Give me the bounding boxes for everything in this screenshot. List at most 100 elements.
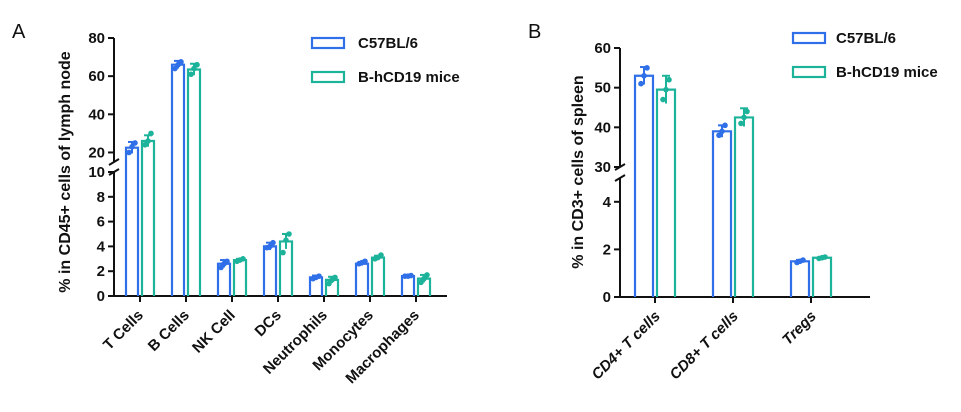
- data-point-b-hcd19-mice: [280, 249, 286, 256]
- legend-label-c57bl6: C57BL/6: [836, 30, 896, 47]
- legend-label-c57bl6: C57BL/6: [358, 35, 418, 52]
- data-point-b-hcd19-mice: [666, 76, 672, 83]
- data-point-c57bl-6: [722, 122, 728, 129]
- data-point-c57bl-6: [716, 132, 722, 139]
- bar-c57bl-6-t-cells: [124, 146, 140, 296]
- data-point-c57bl-6: [641, 72, 647, 79]
- bar-b-hcd19-mice-monocytes: [370, 256, 386, 296]
- data-point-b-hcd19-mice: [286, 231, 292, 237]
- data-point-b-hcd19-mice: [741, 114, 747, 121]
- data-point-c57bl-6: [800, 257, 806, 263]
- x-tick-label-cd4-t-cells: CD4+ T cells: [588, 308, 663, 383]
- data-point-b-hcd19-mice: [663, 86, 669, 93]
- panel-b-y-axis-label: % in CD3+ cells of spleen: [570, 75, 587, 268]
- data-point-b-hcd19-mice: [660, 96, 666, 103]
- data-point-c57bl-6: [178, 59, 184, 65]
- x-tick-label-tregs: Tregs: [779, 308, 820, 349]
- bar-b-hcd19-mice-tregs: [811, 256, 833, 297]
- bar-b-hcd19-mice-cd8-t-cells: [733, 116, 755, 297]
- data-point-b-hcd19-mice: [424, 272, 430, 278]
- panel-a-y-axis-label: % in CD45+ cells of lymph node: [57, 51, 74, 292]
- data-point-b-hcd19-mice: [738, 120, 744, 127]
- data-point-c57bl-6: [172, 65, 178, 72]
- bar-c57bl-6-monocytes: [354, 262, 370, 296]
- y-tick-label: 40: [594, 119, 611, 136]
- panel-b-label: B: [528, 21, 541, 43]
- data-point-b-hcd19-mice: [332, 274, 338, 281]
- bar-b-hcd19-mice-cd4-t-cells: [655, 88, 677, 297]
- y-tick-label: 2: [603, 241, 611, 258]
- data-point-c57bl-6: [719, 128, 725, 135]
- bar-c57bl-6-cd4-t-cells: [633, 74, 655, 297]
- y-tick-label: 50: [594, 80, 611, 97]
- y-tick-label: 40: [88, 106, 105, 123]
- data-point-c57bl-6: [408, 272, 414, 279]
- y-tick-label: 0: [97, 288, 105, 305]
- data-point-b-hcd19-mice: [744, 108, 750, 115]
- data-point-b-hcd19-mice: [378, 252, 384, 258]
- data-point-b-hcd19-mice: [148, 130, 154, 137]
- data-point-b-hcd19-mice: [191, 65, 197, 72]
- data-point-c57bl-6: [644, 65, 650, 71]
- data-point-b-hcd19-mice: [142, 142, 148, 148]
- data-point-b-hcd19-mice: [194, 61, 200, 68]
- data-point-c57bl-6: [224, 258, 230, 265]
- data-point-b-hcd19-mice: [240, 255, 246, 262]
- y-tick-label: 80: [88, 30, 105, 47]
- y-tick-label: 20: [88, 144, 105, 161]
- data-point-c57bl-6: [129, 143, 135, 150]
- y-tick-label: 10: [88, 164, 105, 181]
- legend-swatch-c57bl6: [791, 31, 827, 45]
- bar-c57bl-6-dcs: [262, 245, 278, 296]
- legend-swatch-bhcd19: [791, 65, 827, 79]
- bar-b-hcd19-mice-dcs: [278, 240, 294, 296]
- data-point-b-hcd19-mice: [822, 254, 828, 260]
- data-point-c57bl-6: [267, 243, 273, 250]
- data-point-c57bl-6: [638, 80, 644, 87]
- data-point-c57bl-6: [126, 149, 132, 156]
- axis-break-mark: [108, 158, 120, 166]
- legend-label-bhcd19: B-hCD19 mice: [836, 64, 938, 81]
- bar-b-hcd19-mice-b-cells: [186, 68, 202, 296]
- data-point-b-hcd19-mice: [326, 280, 332, 287]
- data-point-c57bl-6: [132, 140, 138, 146]
- x-tick-label-dcs: DCs: [252, 307, 285, 340]
- data-point-b-hcd19-mice: [188, 71, 194, 78]
- bar-c57bl-6-cd8-t-cells: [711, 130, 733, 297]
- x-tick-label-b-cells: B Cells: [145, 307, 193, 355]
- data-point-b-hcd19-mice: [283, 237, 289, 243]
- data-point-b-hcd19-mice: [418, 279, 424, 286]
- bar-c57bl-6-macrophages: [400, 275, 416, 296]
- x-tick-label-cd8-t-cells: CD8+ T cells: [666, 308, 741, 383]
- legend-swatch-c57bl6: [310, 36, 346, 50]
- panel-a-label: A: [12, 21, 26, 43]
- bar-c57bl-6-tregs: [789, 260, 811, 297]
- data-point-b-hcd19-mice: [145, 138, 151, 144]
- y-tick-label: 4: [603, 194, 612, 211]
- legend-swatch-bhcd19: [310, 70, 346, 84]
- data-point-c57bl-6: [218, 264, 224, 271]
- panel-b-chart: B % in CD3+ cells of spleen C57BL/6 B-hC…: [528, 21, 938, 383]
- panel-b-legend: C57BL/6 B-hCD19 mice: [791, 30, 938, 81]
- y-tick-label: 0: [603, 289, 611, 306]
- panel-a-legend: C57BL/6 B-hCD19 mice: [310, 35, 460, 86]
- y-tick-label: 60: [88, 68, 105, 85]
- bar-b-hcd19-mice-t-cells: [140, 139, 156, 296]
- x-tick-label-nk-cell: NK Cell: [189, 307, 239, 357]
- bar-b-hcd19-mice-nk-cell: [232, 258, 248, 296]
- data-point-c57bl-6: [362, 258, 368, 265]
- y-tick-label: 8: [97, 189, 105, 206]
- x-tick-label-t-cells: T Cells: [100, 307, 147, 354]
- y-tick-label: 60: [594, 40, 611, 57]
- bar-c57bl-6-b-cells: [170, 63, 186, 296]
- y-tick-label: 4: [97, 238, 106, 255]
- legend-label-bhcd19: B-hCD19 mice: [358, 69, 460, 86]
- data-point-b-hcd19-mice: [421, 275, 427, 282]
- data-point-c57bl-6: [316, 273, 322, 279]
- y-tick-label: 30: [594, 159, 611, 176]
- data-point-c57bl-6: [270, 239, 276, 246]
- y-tick-label: 6: [97, 214, 105, 231]
- axis-break-mark: [614, 174, 626, 182]
- y-tick-label: 2: [97, 263, 105, 280]
